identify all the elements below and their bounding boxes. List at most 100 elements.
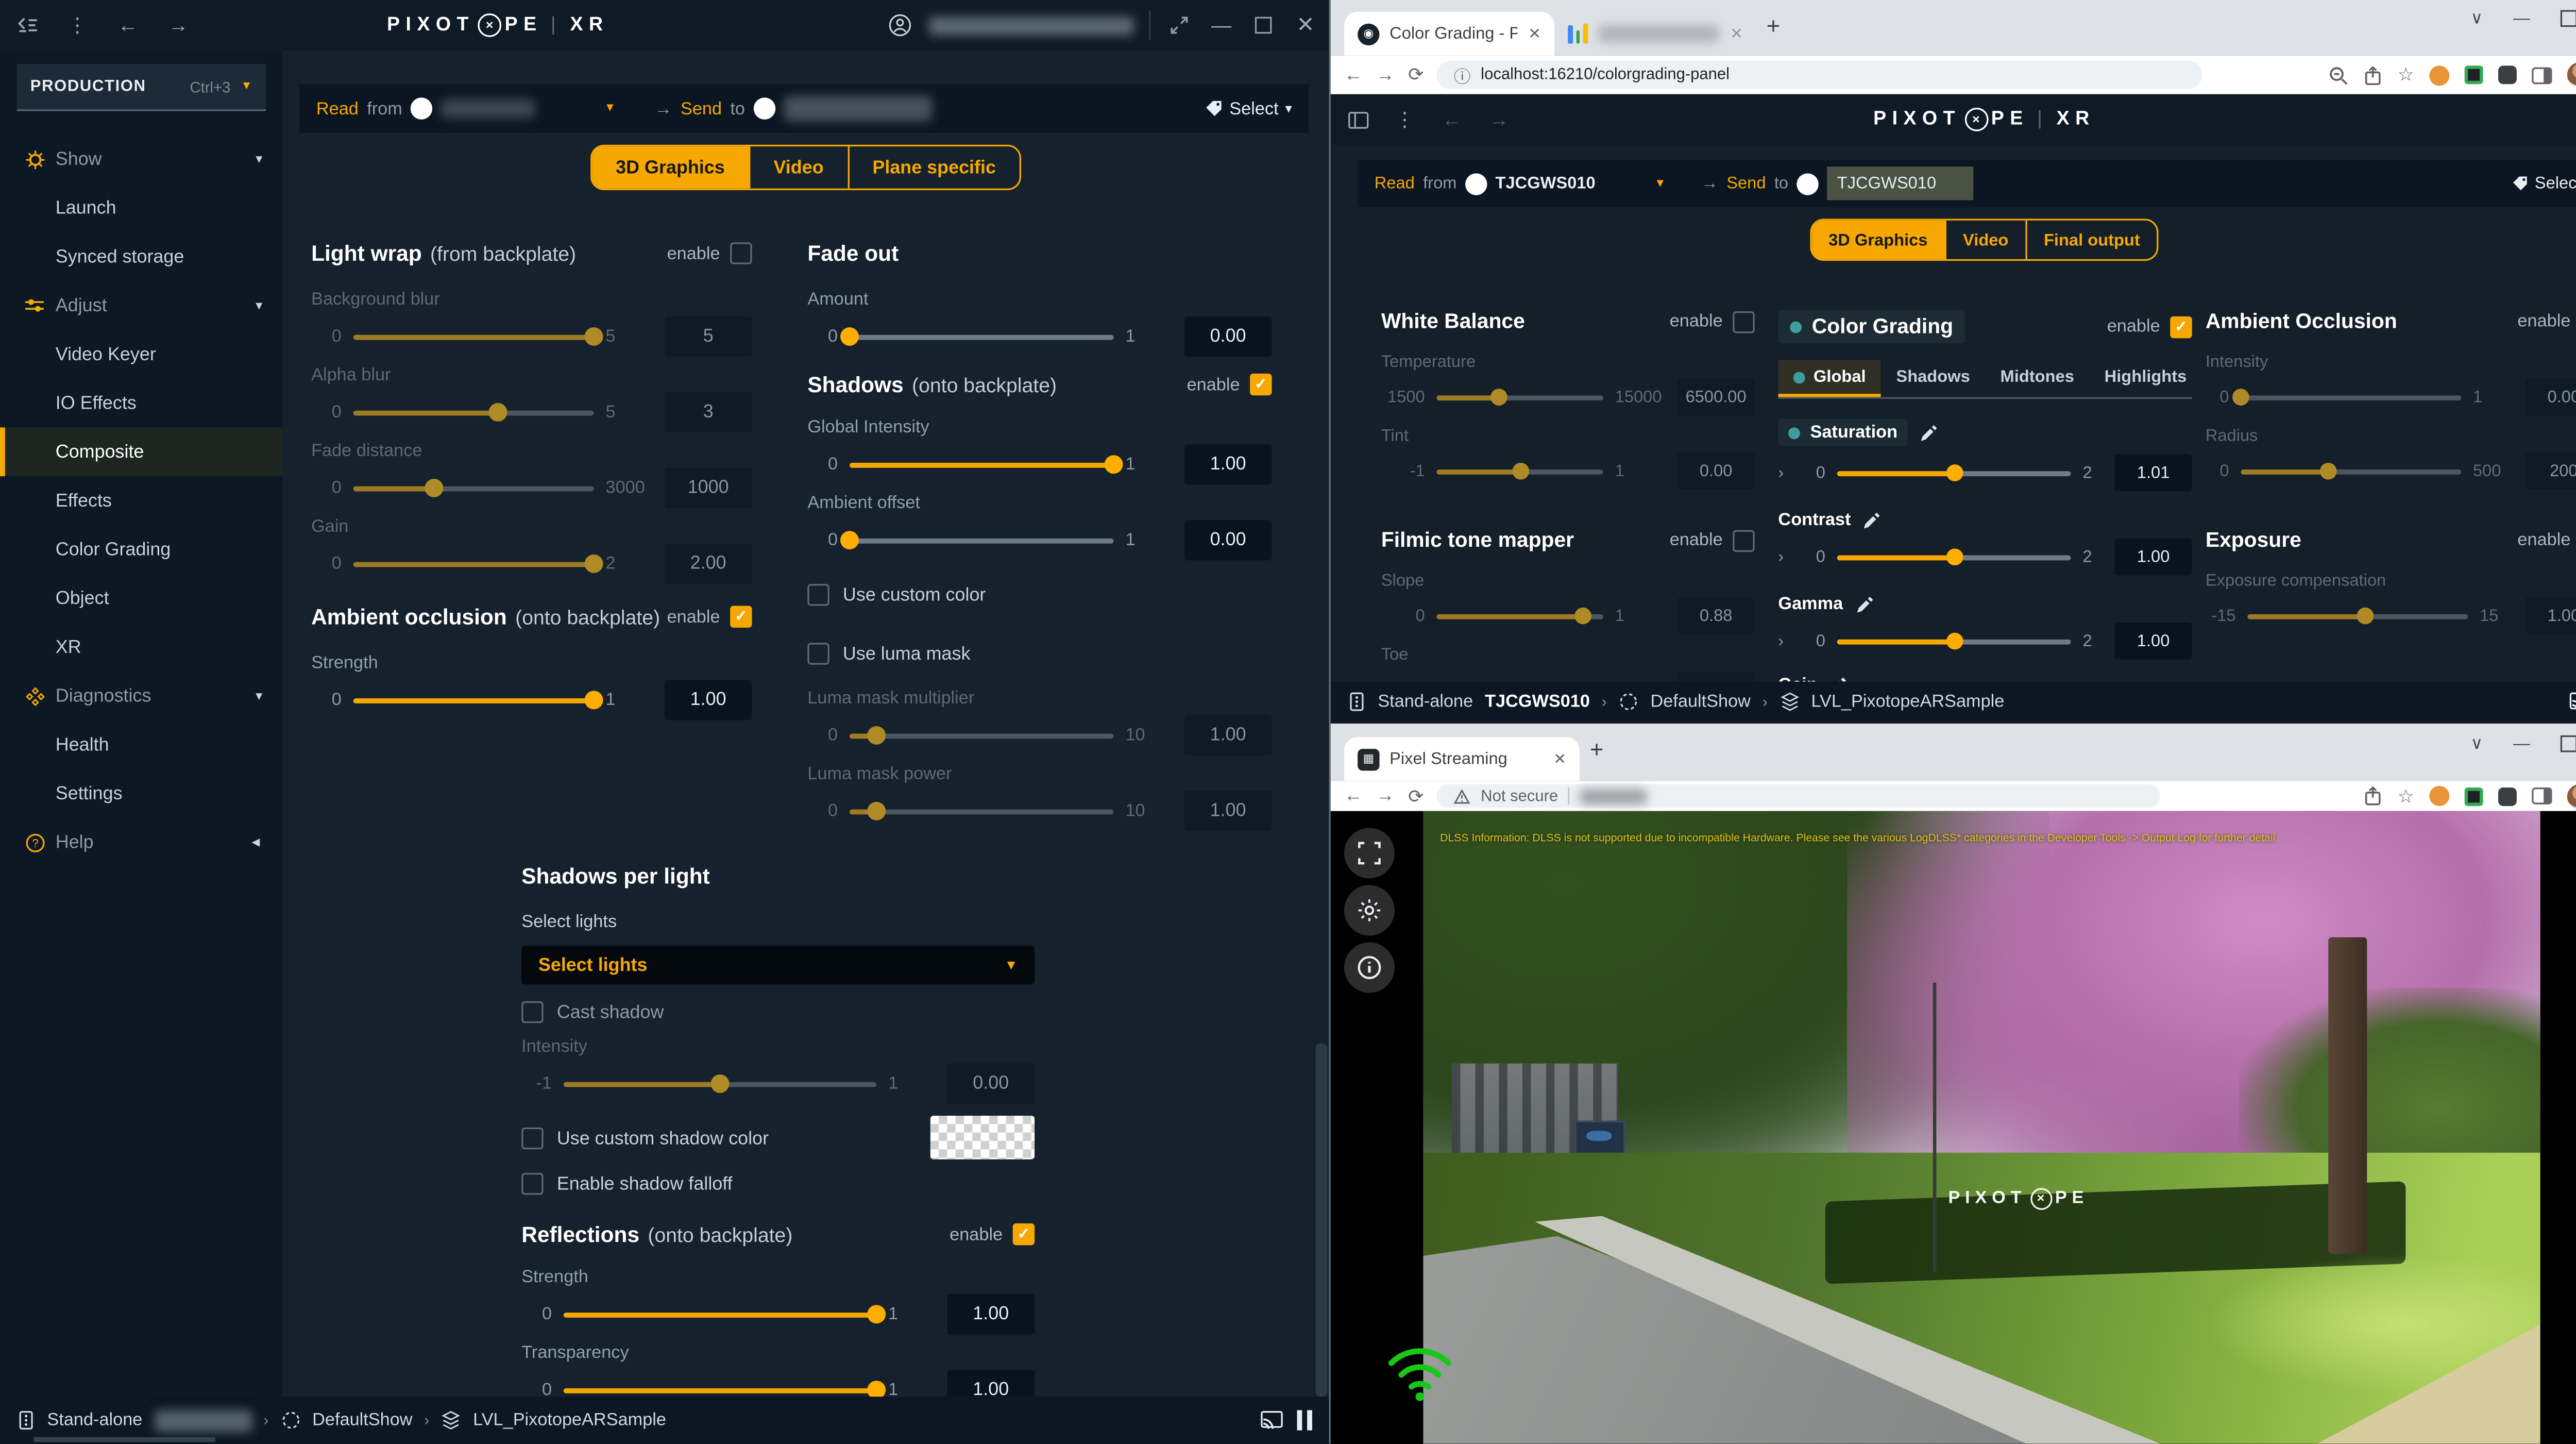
contrast-value[interactable]: 1.00: [2114, 538, 2192, 576]
close-tab-icon[interactable]: ✕: [1553, 749, 1567, 767]
slope-value[interactable]: 0.88: [1677, 597, 1755, 635]
tab-3d-graphics[interactable]: 3D Graphics: [592, 146, 750, 189]
tab-final-output[interactable]: Final output: [2043, 232, 2140, 251]
status-show[interactable]: DefaultShow: [312, 1410, 413, 1431]
forward-icon[interactable]: →: [1376, 64, 1395, 85]
light-wrap-enable-checkbox[interactable]: [730, 242, 752, 264]
intensity-slider[interactable]: [563, 1074, 877, 1093]
info-button[interactable]: [1344, 942, 1395, 993]
status-level[interactable]: LVL_PixotopeARSample: [473, 1410, 667, 1431]
sidebar-item-diagnostics[interactable]: Diagnostics ▾: [0, 671, 283, 720]
read-dropdown-icon[interactable]: ▼: [604, 103, 616, 115]
tab-inactive[interactable]: ✕: [1554, 12, 1756, 56]
forward-icon[interactable]: →: [1488, 107, 1509, 131]
maximize-icon[interactable]: [2560, 735, 2576, 752]
status-level[interactable]: LVL_PixotopeARSample: [1811, 692, 2005, 712]
ambient-offset-slider[interactable]: [840, 531, 1114, 550]
zoom-icon[interactable]: [2329, 65, 2349, 85]
slider-knob[interactable]: [488, 403, 507, 422]
select-button[interactable]: Select▾: [1204, 98, 1292, 119]
fullscreen-button[interactable]: [1344, 828, 1395, 879]
tab-video[interactable]: Video: [750, 146, 849, 189]
contrast-slider[interactable]: [1837, 548, 2071, 566]
account-icon[interactable]: [887, 12, 913, 39]
ambient-occlusion-enable-checkbox[interactable]: [730, 606, 752, 628]
slider-knob[interactable]: [867, 726, 886, 745]
slider-knob[interactable]: [840, 327, 859, 346]
temperature-value[interactable]: 6500.00: [1677, 378, 1755, 416]
sidebar-item-show[interactable]: Show ▾: [0, 135, 283, 183]
use-luma-mask-checkbox[interactable]: [807, 643, 829, 665]
eyedropper-icon[interactable]: [1829, 676, 1848, 682]
new-tab-button[interactable]: +: [1589, 735, 1604, 763]
maximize-icon[interactable]: [2560, 10, 2576, 27]
forward-icon[interactable]: →: [1376, 785, 1395, 807]
slider-knob[interactable]: [2232, 389, 2249, 406]
slider-knob[interactable]: [1511, 462, 1529, 480]
sidebar-item-effects[interactable]: Effects: [55, 490, 112, 511]
radius-slider[interactable]: [2241, 462, 2462, 480]
horizontal-scrollbar[interactable]: [33, 1437, 215, 1442]
tab-midtones[interactable]: Midtones: [2000, 368, 2074, 388]
gamma-value[interactable]: 1.00: [2114, 623, 2192, 660]
strength-slider[interactable]: [353, 691, 603, 710]
sidebar-item-video-keyer[interactable]: Video Keyer: [55, 344, 156, 364]
tab-pixel-streaming[interactable]: ▦ Pixel Streaming ✕: [1344, 737, 1580, 781]
share-icon[interactable]: [2364, 65, 2382, 85]
background-blur-slider[interactable]: [353, 327, 603, 346]
amount-value[interactable]: 0.00: [1184, 316, 1272, 357]
expand-chevron-icon[interactable]: ›: [1778, 547, 1784, 566]
slider-knob[interactable]: [1574, 607, 1592, 625]
slider-knob[interactable]: [2320, 462, 2337, 480]
intensity-value[interactable]: 0.00: [947, 1063, 1035, 1104]
back-icon[interactable]: ←: [117, 13, 138, 37]
reload-icon[interactable]: ⟳: [1408, 786, 1424, 807]
sidebar-item-help[interactable]: ? Help ◄: [0, 818, 283, 867]
slider-knob[interactable]: [1489, 389, 1507, 406]
sidebar-item-composite[interactable]: Composite: [0, 427, 283, 477]
side-panel-icon[interactable]: [2532, 787, 2552, 804]
filmic-enable-checkbox[interactable]: [1733, 529, 1755, 551]
extension-icon[interactable]: [2498, 786, 2517, 805]
exposure-compensation-value[interactable]: 1.00: [2525, 597, 2576, 635]
extension-icon[interactable]: [2429, 785, 2450, 807]
maximize-icon[interactable]: [1250, 12, 1277, 39]
alpha-blur-slider[interactable]: [353, 403, 594, 422]
cast-icon[interactable]: [2569, 692, 2576, 712]
sidebar-item-io-effects[interactable]: IO Effects: [55, 393, 137, 413]
tab-highlights[interactable]: Highlights: [2104, 368, 2187, 388]
reflections-strength-value[interactable]: 1.00: [947, 1294, 1035, 1335]
kebab-menu-icon[interactable]: ⋮: [67, 13, 88, 37]
eyedropper-icon[interactable]: [1855, 595, 1873, 613]
tab-color-grading[interactable]: ◉ Color Grading - Pixotope ✕: [1344, 11, 1555, 56]
slider-knob[interactable]: [1945, 548, 1962, 566]
tab-search-icon[interactable]: ∨: [2470, 734, 2483, 753]
extension-icon[interactable]: [2464, 786, 2483, 805]
bookmark-star-icon[interactable]: ☆: [2397, 786, 2414, 807]
shadows-enable-checkbox[interactable]: [1250, 373, 1272, 396]
production-dropdown[interactable]: PRODUCTION Ctrl+3 ▼: [16, 64, 266, 111]
close-tab-icon[interactable]: ✕: [1730, 24, 1743, 42]
eyedropper-icon[interactable]: [1862, 511, 1881, 529]
kebab-menu-icon[interactable]: ⋮: [1394, 107, 1415, 131]
radius-value[interactable]: 200: [2525, 452, 2576, 490]
saturation-value[interactable]: 1.01: [2114, 454, 2192, 492]
sidebar-item-synced-storage[interactable]: Synced storage: [55, 246, 184, 267]
side-panel-icon[interactable]: [2532, 66, 2552, 83]
settings-button[interactable]: [1344, 885, 1395, 936]
slider-knob[interactable]: [424, 478, 443, 497]
gain-slider[interactable]: [353, 554, 603, 573]
slider-knob[interactable]: [867, 801, 886, 820]
gain-value[interactable]: 2.00: [664, 543, 752, 584]
site-info-icon[interactable]: ⓘ: [1453, 69, 1471, 88]
tab-search-icon[interactable]: ∨: [2470, 9, 2483, 28]
fade-distance-slider[interactable]: [353, 478, 594, 497]
extension-icon[interactable]: [2498, 65, 2517, 85]
reflections-strength-slider[interactable]: [563, 1305, 886, 1324]
global-intensity-value[interactable]: 1.00: [1184, 444, 1272, 485]
sidebar-item-adjust[interactable]: Adjust ▾: [0, 281, 283, 330]
share-icon[interactable]: [2364, 786, 2382, 806]
status-show[interactable]: DefaultShow: [1650, 692, 1751, 712]
slider-knob[interactable]: [2357, 607, 2374, 625]
slider-knob[interactable]: [867, 1381, 886, 1397]
